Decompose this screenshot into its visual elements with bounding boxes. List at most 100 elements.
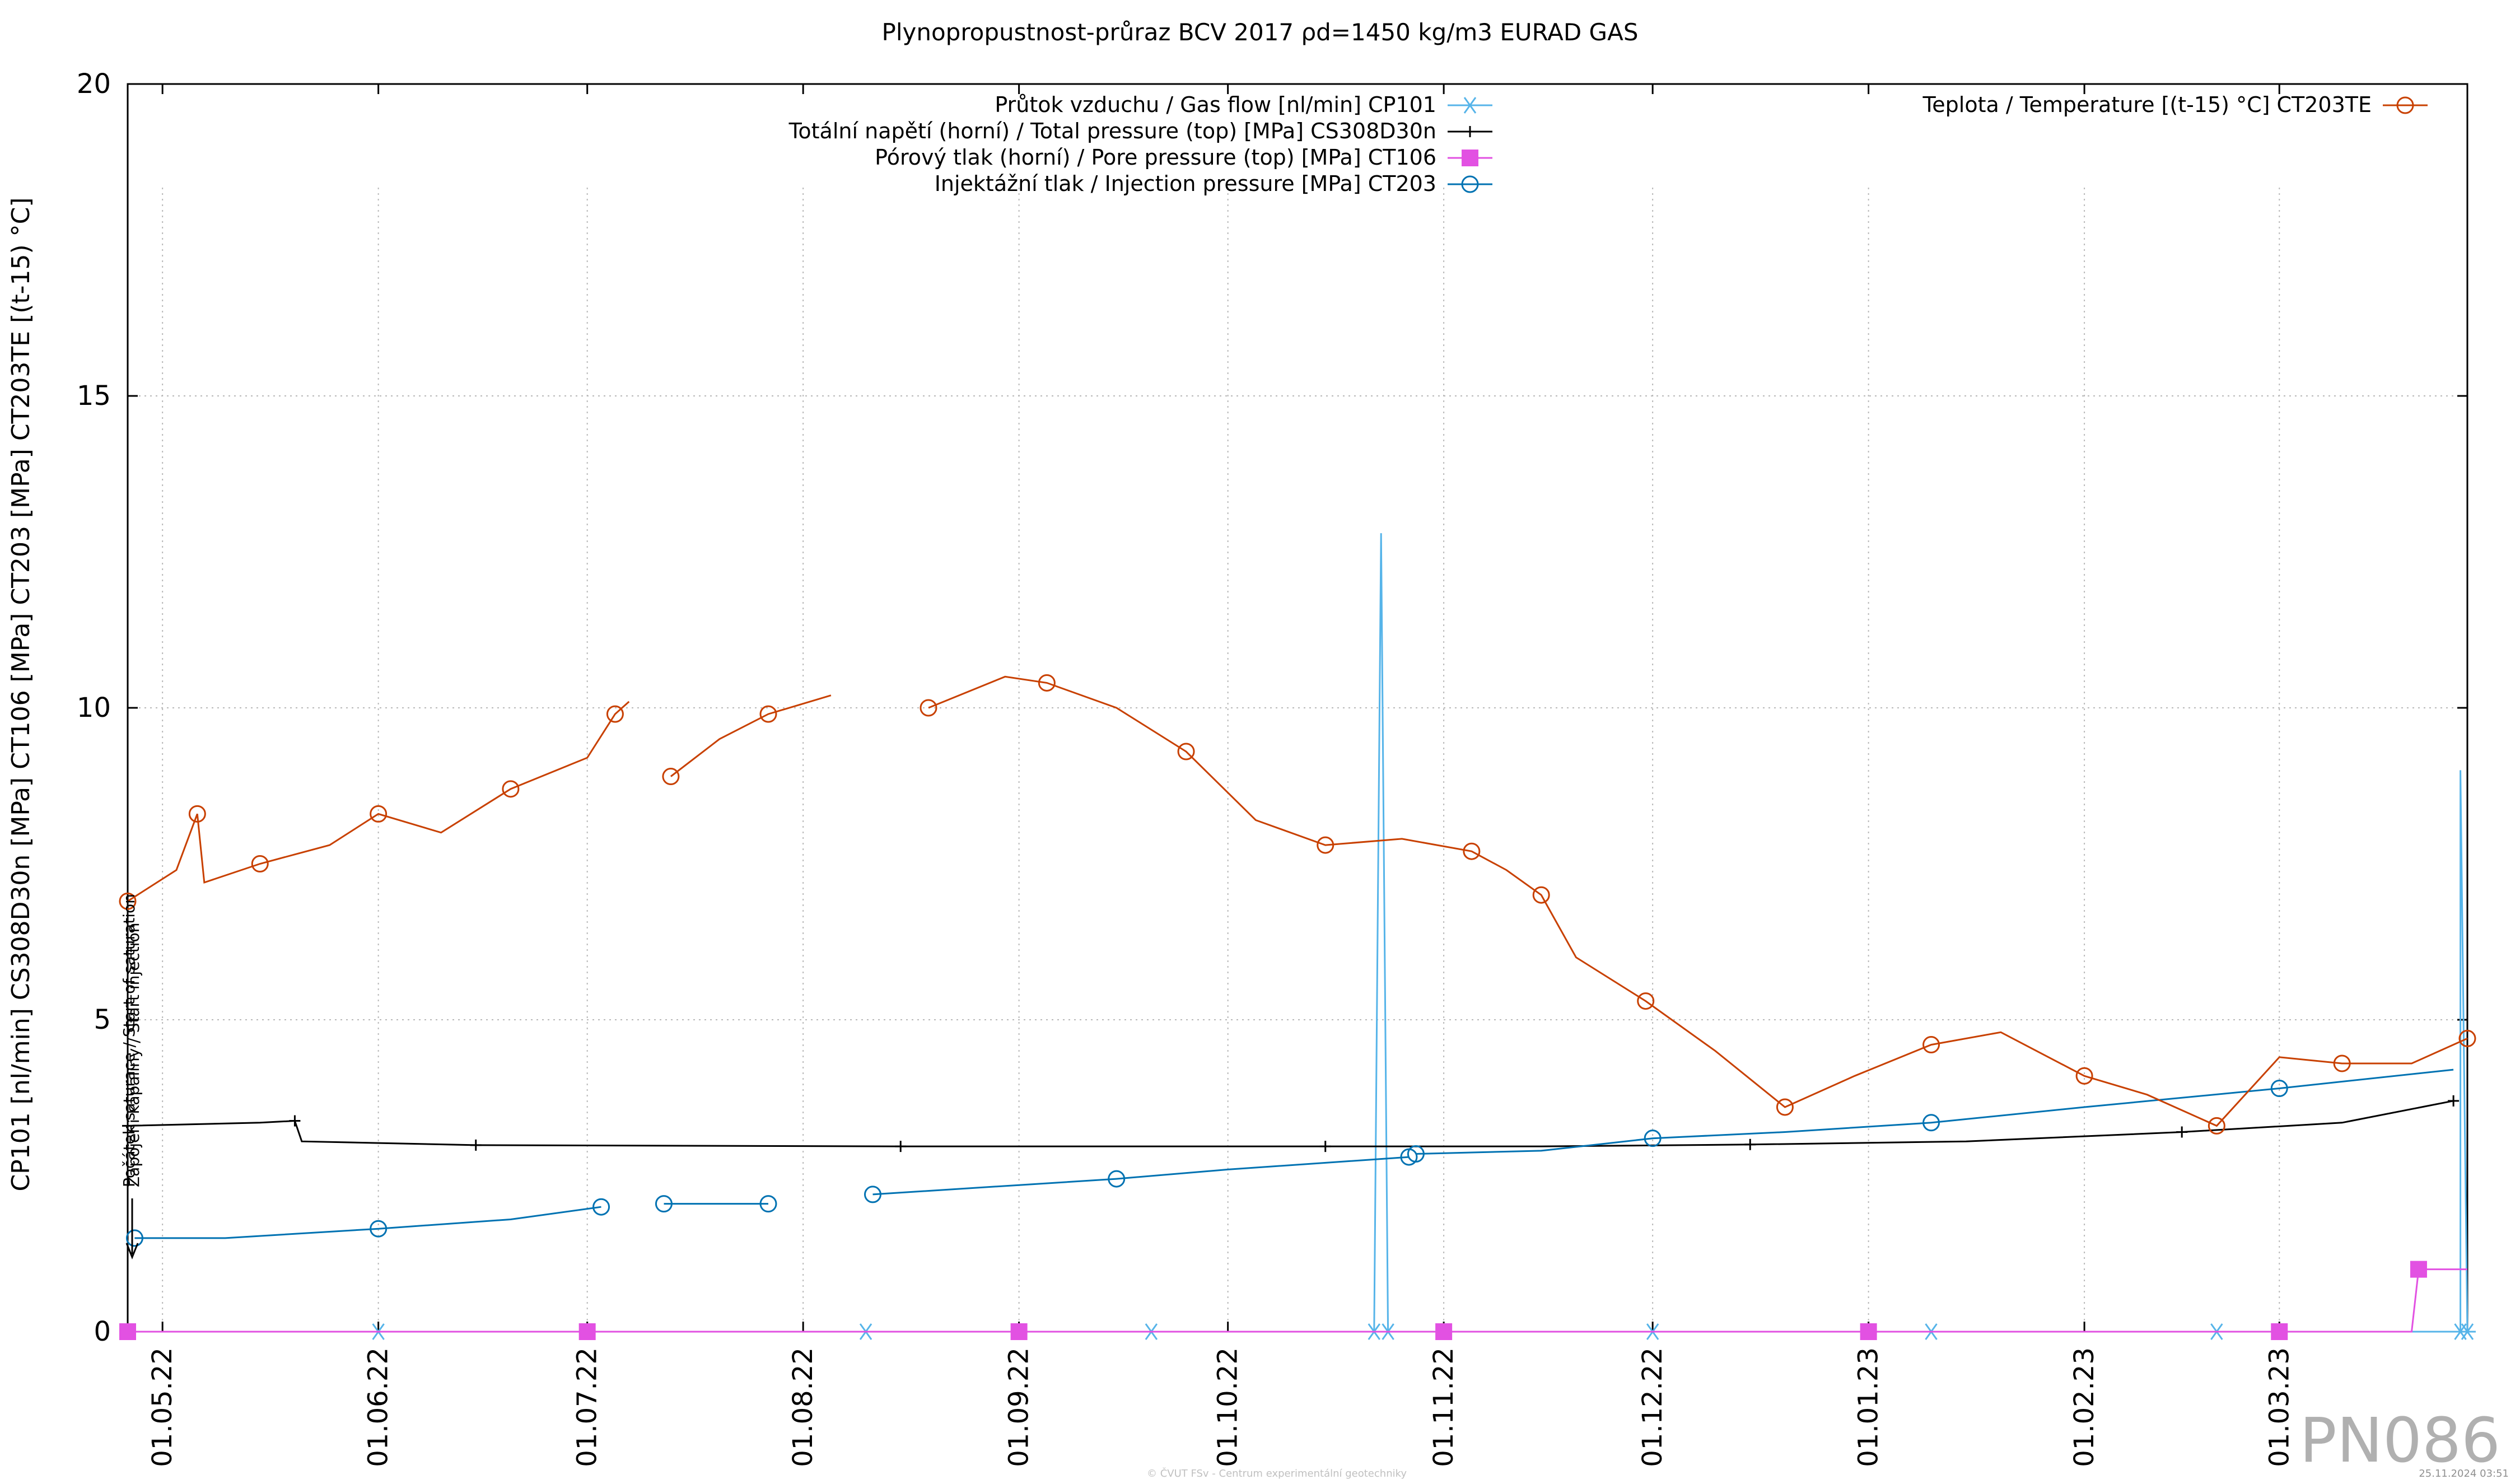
legend-marker — [1462, 97, 1478, 114]
data-point — [2271, 1323, 2288, 1340]
series-2 — [128, 1268, 2467, 1333]
data-point — [470, 1139, 482, 1151]
legend-label: Totální napětí (horní) / Total pressure … — [788, 119, 1436, 143]
y-tick-label: 10 — [77, 692, 111, 724]
grid-lines — [128, 188, 2467, 1332]
data-point — [2459, 1323, 2476, 1340]
x-tick-label: 01.06.22 — [363, 1347, 394, 1467]
data-point — [251, 855, 269, 872]
data-point — [655, 1195, 673, 1213]
x-tick-label: 01.05.22 — [147, 1347, 178, 1467]
series-line — [127, 1100, 2454, 1147]
data-point — [2176, 1126, 2188, 1138]
data-point — [1435, 1323, 1453, 1340]
data-point — [895, 1141, 907, 1152]
data-point — [1644, 1130, 1662, 1147]
plot-layer: 0 5 10 15 20 01.05.22 01.06.22 01.07.22 01.08.22… — [77, 68, 2476, 1467]
data-point — [864, 1186, 881, 1203]
legend-marker — [1464, 126, 1476, 137]
x-tick-label: 01.01.23 — [1853, 1347, 1884, 1467]
data-point — [1108, 1170, 1126, 1188]
data-point — [1317, 836, 1334, 854]
series-line — [127, 701, 630, 902]
series-line — [928, 675, 2468, 1127]
data-point — [759, 1195, 777, 1213]
x-tick-label: 01.12.22 — [1637, 1347, 1668, 1467]
footer-credit: © ČVUT FSv - Centrum experimentální geot… — [1147, 1467, 1407, 1480]
x-tick-label: 01.03.23 — [2264, 1347, 2295, 1467]
legend-marker — [1462, 150, 1478, 166]
data-point — [122, 1120, 133, 1132]
data-point — [2410, 1261, 2427, 1278]
data-point — [1319, 1141, 1331, 1152]
data-point — [2208, 1117, 2225, 1135]
data-point — [759, 705, 777, 723]
watermark: PN086 — [2299, 1404, 2500, 1476]
data-point — [370, 805, 388, 823]
data-point — [578, 1323, 596, 1340]
data-point — [289, 1115, 301, 1127]
y-tick-label: 0 — [94, 1316, 111, 1347]
y-tick-label: 20 — [77, 68, 111, 100]
data-point — [2458, 1029, 2476, 1047]
data-point — [2333, 1054, 2351, 1072]
data-point — [188, 805, 206, 823]
data-point — [1463, 842, 1481, 860]
legend-marker — [2396, 96, 2414, 114]
y-axis-label: CP101 [nl/min] CS308D30n [MPa] CT106 [MP… — [7, 197, 35, 1191]
data-point — [370, 1220, 388, 1238]
legend-label: Teplota / Temperature [(t-15) °C] CT203T… — [1922, 92, 2372, 117]
data-point — [1744, 1138, 1756, 1150]
annotation-label: Zapojení kapaliny / Start injection — [124, 923, 143, 1187]
data-point — [1860, 1323, 1877, 1340]
data-point — [920, 699, 937, 717]
data-point — [502, 780, 520, 798]
data-point — [1637, 992, 1655, 1010]
series-line — [1416, 1068, 2454, 1155]
data-point — [606, 705, 624, 723]
series-line — [134, 1206, 601, 1239]
data-point — [1407, 1145, 1425, 1163]
series-4 — [127, 675, 2468, 1127]
data-point — [125, 1229, 143, 1247]
x-tick-label: 01.02.23 — [2069, 1347, 2100, 1467]
data-point — [662, 768, 680, 786]
data-point — [1776, 1098, 1794, 1116]
data-point — [1922, 1036, 1940, 1054]
series-line — [128, 1268, 2467, 1333]
y-tick-label: 5 — [94, 1004, 111, 1035]
series-1 — [127, 1100, 2454, 1147]
annotation-arrow — [125, 1198, 139, 1260]
legend-label: Pórový tlak (horní) / Pore pressure (top… — [875, 145, 1436, 170]
data-point — [1922, 1114, 1940, 1132]
footer-date: 25.11.2024 03:51 — [2419, 1468, 2509, 1480]
chart-title: Plynopropustnost-průraz BCV 2017 ρd=1450… — [882, 18, 1639, 46]
x-tick-label: 01.10.22 — [1212, 1347, 1244, 1467]
legend-marker — [1461, 175, 1479, 193]
data-point — [1038, 674, 1056, 692]
series-3 — [134, 1068, 2454, 1239]
data-point — [119, 892, 137, 910]
series-0 — [128, 533, 2468, 1333]
annotation-label: Počátek saturace / Start of saturation — [120, 894, 138, 1187]
x-tick-label: 01.07.22 — [572, 1347, 603, 1467]
data-point — [119, 1323, 136, 1340]
legend-label: Průtok vzduchu / Gas flow [nl/min] CP101 — [995, 92, 1436, 117]
y-tick-label: 15 — [77, 380, 111, 412]
legend-label: Injektážní tlak / Injection pressure [MP… — [935, 171, 1436, 196]
data-point — [2075, 1067, 2093, 1085]
data-point — [1177, 743, 1195, 760]
data-point — [592, 1198, 610, 1216]
data-point — [1010, 1323, 1028, 1340]
x-tick-label: 01.08.22 — [787, 1347, 819, 1467]
data-point — [2448, 1095, 2460, 1107]
data-point — [1532, 886, 1550, 904]
data-point — [2270, 1080, 2288, 1098]
series-line — [872, 1156, 1410, 1196]
x-tick-label: 01.11.22 — [1428, 1347, 1459, 1467]
series-line — [670, 694, 832, 777]
series-line — [128, 533, 2468, 1333]
x-tick-label: 01.09.22 — [1004, 1347, 1035, 1467]
